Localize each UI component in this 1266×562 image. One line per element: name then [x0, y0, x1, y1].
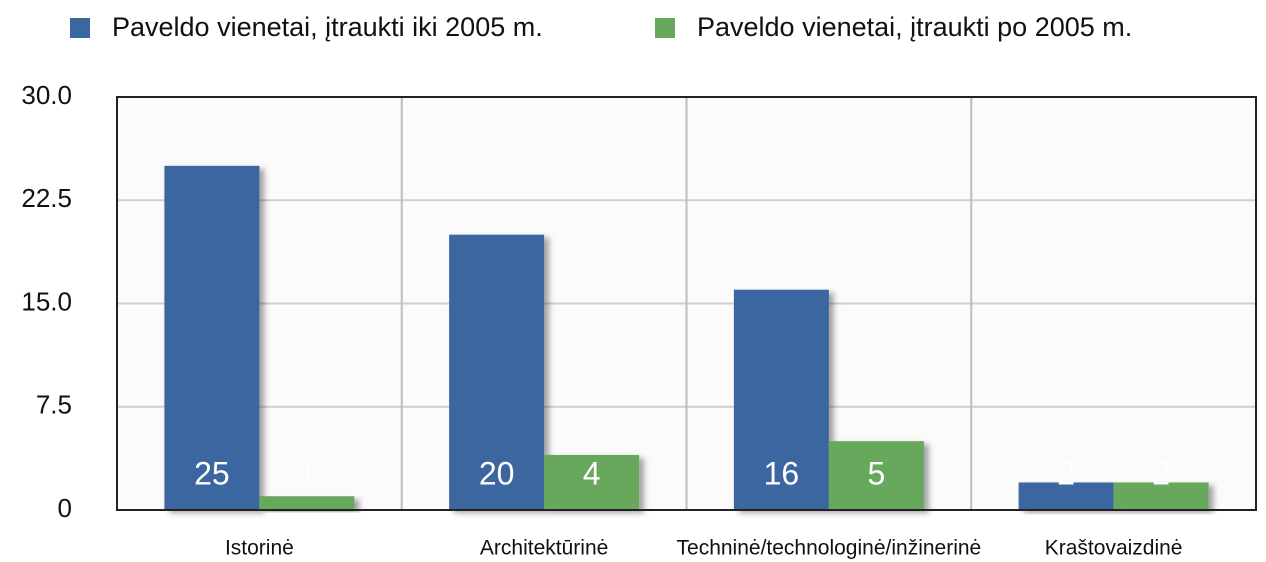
legend-label: Paveldo vienetai, įtraukti po 2005 m.	[697, 12, 1132, 42]
y-tick-label: 7.5	[36, 390, 72, 420]
plot-border	[116, 96, 1257, 511]
x-tick-label: Istorinė	[225, 537, 294, 560]
x-tick-label: Architektūrinė	[480, 537, 608, 560]
data-label: 20	[479, 455, 515, 491]
legend-swatch	[70, 18, 90, 38]
data-label: 2	[1152, 455, 1170, 491]
data-label: 16	[764, 455, 800, 491]
data-label: 1	[298, 455, 316, 491]
bar	[733, 289, 829, 510]
y-tick-label: 0	[58, 493, 72, 523]
bar	[449, 234, 545, 510]
data-label: 4	[583, 455, 601, 491]
y-tick-label: 30.0	[21, 80, 72, 110]
y-tick-label: 15.0	[21, 286, 72, 316]
y-tick-label: 22.5	[21, 183, 72, 213]
bar	[1113, 482, 1209, 510]
data-label: 5	[867, 455, 885, 491]
legend-label: Paveldo vienetai, įtraukti iki 2005 m.	[112, 12, 543, 42]
x-tick-label: Kraštovaizdinė	[1045, 537, 1183, 560]
bar	[164, 165, 260, 511]
bar	[259, 496, 355, 510]
data-label: 2	[1057, 455, 1075, 491]
bar	[544, 454, 640, 510]
legend-swatch	[655, 18, 675, 38]
bar	[1018, 482, 1114, 510]
bar	[828, 441, 924, 510]
data-label: 25	[194, 455, 230, 491]
x-tick-label: Techninė/technologinė/inžinerinė	[677, 537, 982, 560]
